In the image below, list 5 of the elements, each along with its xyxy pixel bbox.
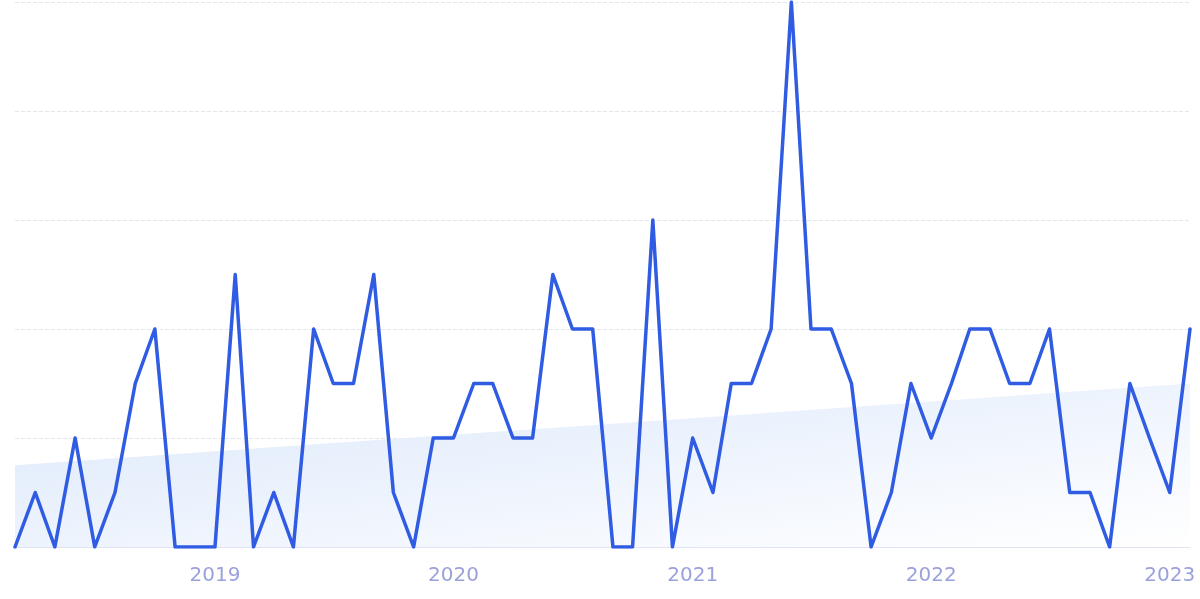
x-tick-label: 2019: [189, 562, 241, 586]
x-tick-label: 2023: [1144, 562, 1196, 586]
x-tick-label: 2022: [905, 562, 957, 586]
x-tick-label: 2021: [667, 562, 719, 586]
x-tick-label: 2020: [428, 562, 479, 586]
